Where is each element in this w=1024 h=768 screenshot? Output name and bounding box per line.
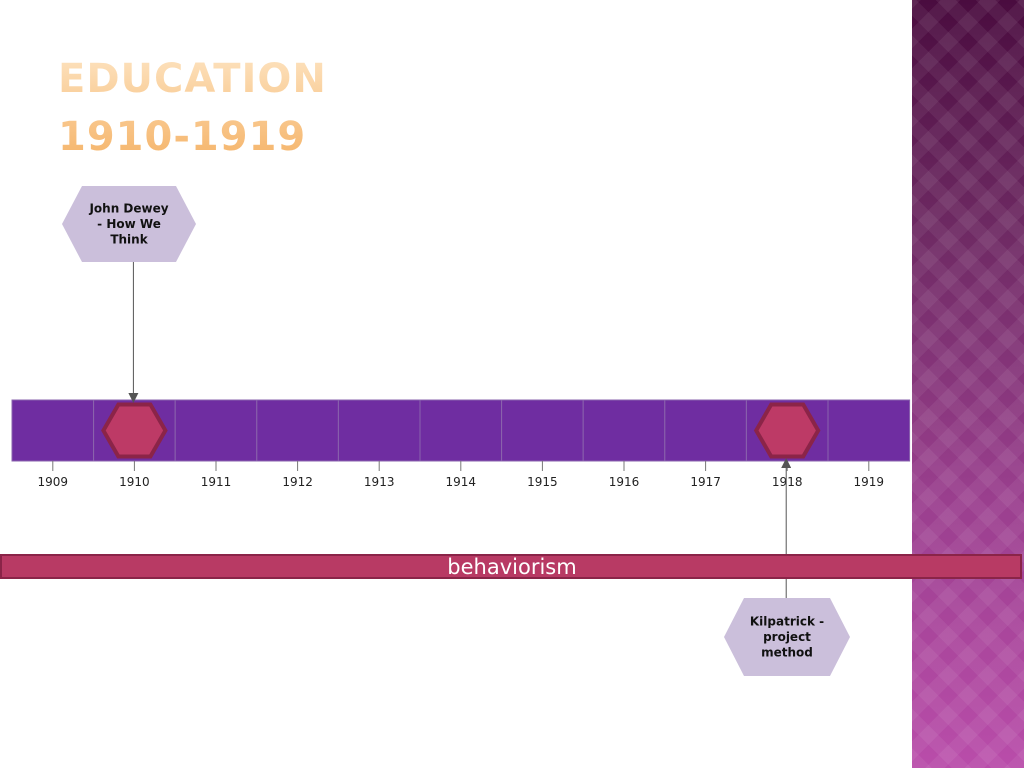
event-label-line: - How We — [97, 217, 161, 231]
tick-label-1911: 1911 — [201, 475, 232, 489]
timeline-chart: 1909 1910 1911 1912 1913 1914 1915 1916 1917 1918… — [11, 186, 911, 676]
year-segment-1909 — [11, 399, 95, 462]
tick-label-1919: 1919 — [854, 475, 885, 489]
tick-label-1910: 1910 — [119, 475, 150, 489]
tick-label-1912: 1912 — [282, 475, 313, 489]
event-label-1910: John Dewey - How We Think — [88, 202, 168, 247]
tick-label-1909: 1909 — [38, 475, 69, 489]
behaviorism-label: behaviorism — [447, 555, 577, 579]
year-segment-1914 — [419, 399, 503, 462]
year-segment-1915 — [501, 399, 584, 462]
event-label-1918: Kilpatrick -project method — [750, 615, 824, 660]
event-label-line: method — [761, 646, 813, 660]
year-segment-1911 — [174, 399, 258, 462]
tick-label-1917: 1917 — [690, 475, 721, 489]
tick-label-1914: 1914 — [446, 475, 477, 489]
year-segment-1913 — [337, 399, 421, 462]
year-segment-1912 — [256, 399, 339, 462]
event-callout-1918 — [724, 598, 850, 676]
tick-label-1915: 1915 — [527, 475, 558, 489]
event-marker-1910 — [101, 402, 168, 459]
event-label-line: project — [763, 630, 811, 644]
tick-label-1913: 1913 — [364, 475, 395, 489]
event-callout-1910 — [62, 186, 196, 262]
event-label-line: John Dewey — [88, 202, 168, 216]
event-label-line: Think — [110, 233, 148, 247]
year-segment-1916 — [582, 399, 666, 462]
year-segment-1919 — [827, 399, 911, 462]
event-label-line: Kilpatrick - — [750, 615, 824, 629]
tick-label-1916: 1916 — [609, 475, 640, 489]
year-segment-1917 — [664, 399, 747, 462]
side-decor-panel — [912, 0, 1024, 768]
behaviorism-band — [0, 554, 1022, 579]
event-marker-1918 — [753, 402, 821, 459]
tick-label-1918: 1918 — [772, 475, 803, 489]
